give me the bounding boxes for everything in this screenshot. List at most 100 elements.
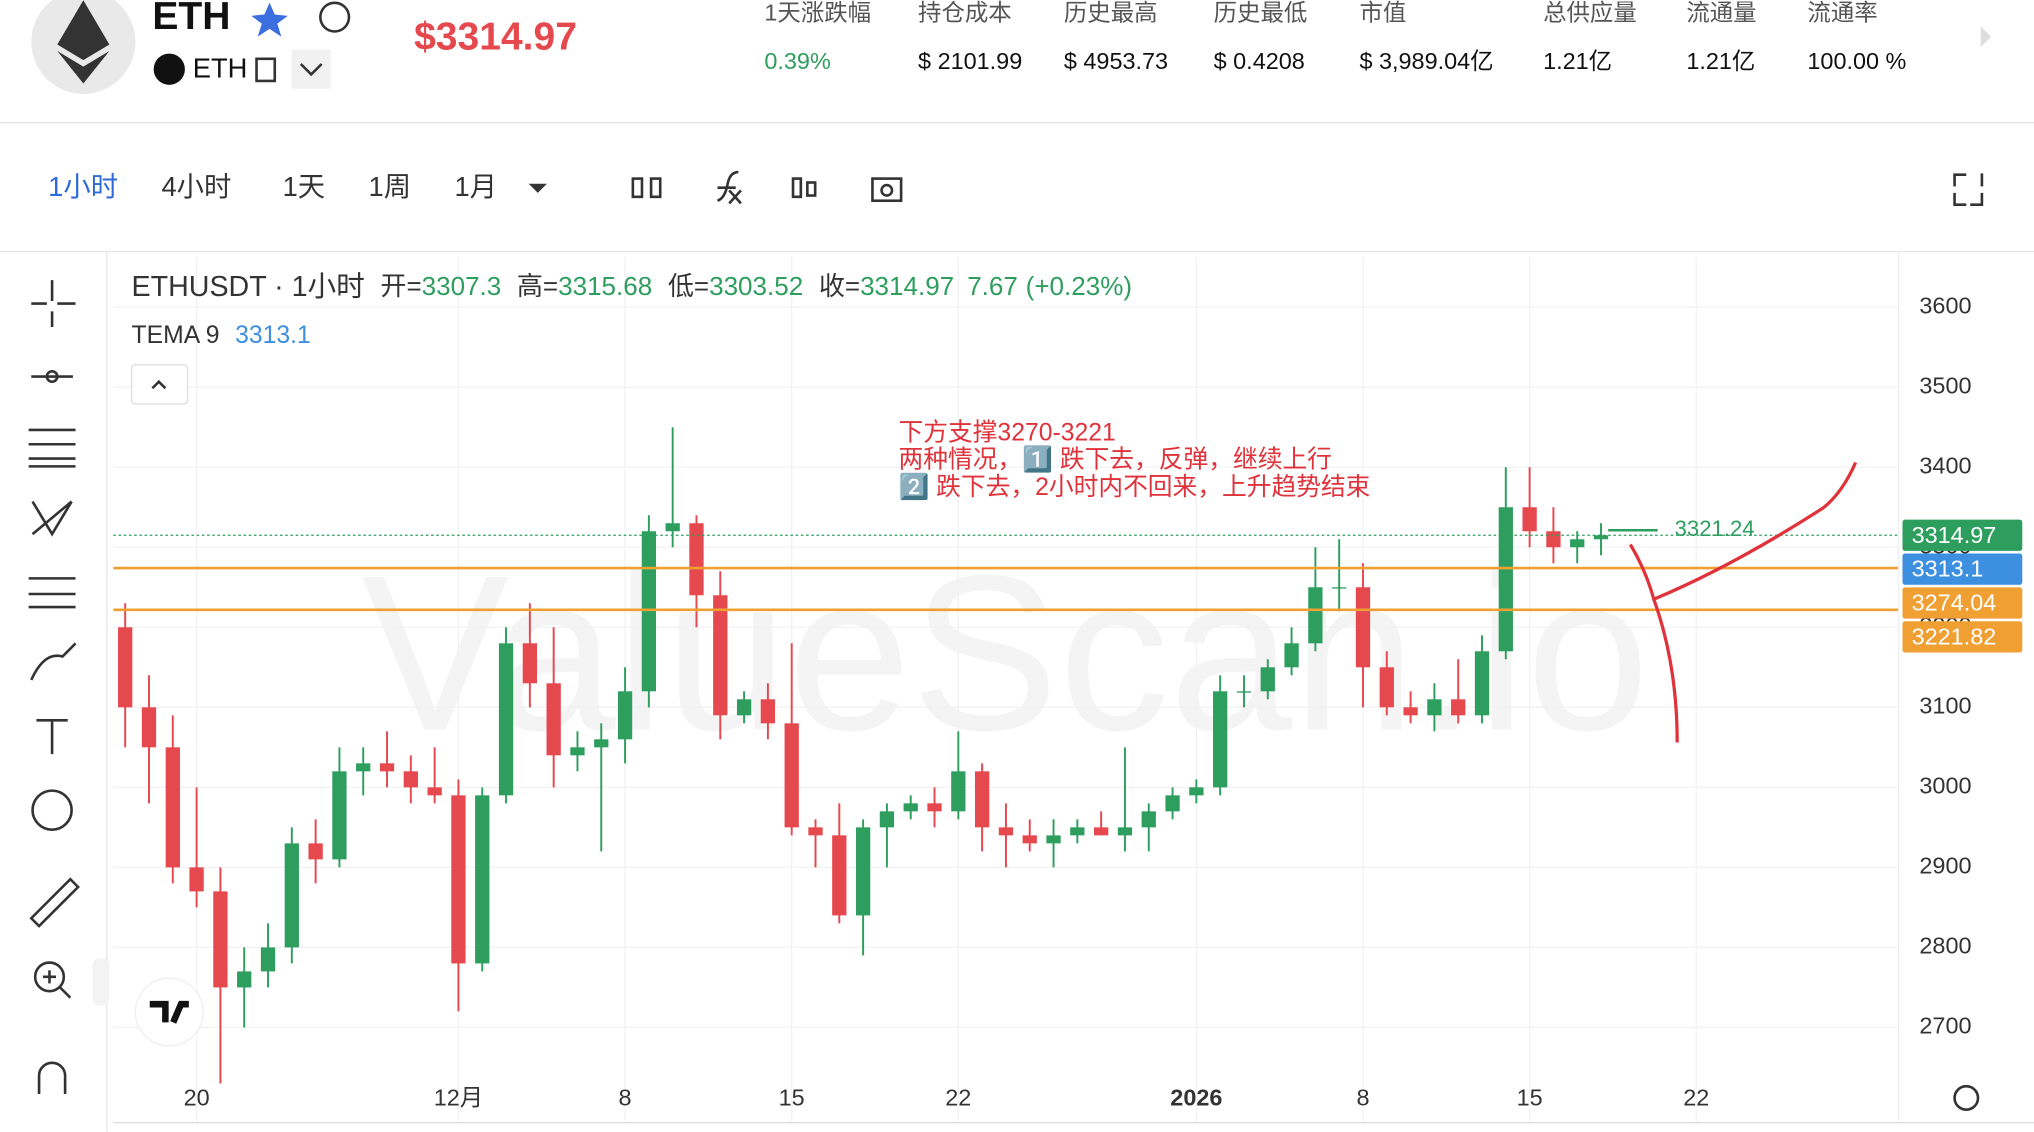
candle-body (951, 771, 966, 812)
candle-body (403, 771, 418, 788)
interval-button[interactable]: 1小时 (48, 171, 118, 202)
candle-body (118, 627, 133, 708)
x-tick-label: 8 (1356, 1084, 1369, 1110)
candle-body (570, 747, 585, 756)
watermark: ValueScan.io (361, 529, 1649, 776)
collapse-sidebar[interactable] (92, 958, 110, 1006)
candle-body (1427, 699, 1442, 716)
fib-tool[interactable] (28, 428, 76, 468)
stat-label: 流通量 (1686, 0, 1756, 26)
zoom-tool[interactable] (33, 961, 66, 993)
favorite-star[interactable] (251, 2, 288, 37)
emoji-tool[interactable] (31, 789, 73, 831)
x-tick-label: 12月 (434, 1084, 483, 1110)
legend-title: ETHUSDT · 1小时 (132, 271, 365, 303)
candle-body (379, 763, 395, 772)
candle-body (1546, 531, 1561, 548)
settings-icon[interactable] (1953, 1084, 1980, 1111)
y-tick-label: 3000 (1919, 773, 1971, 799)
ruler-tool[interactable] (29, 877, 80, 928)
candle-body (1284, 643, 1299, 668)
candle-body (332, 771, 347, 860)
candle-body (855, 827, 871, 916)
indicator-line: TEMA 9 3313.1 (132, 322, 311, 349)
interval-button[interactable]: 1周 (369, 171, 412, 202)
indicator-icon[interactable] (716, 170, 742, 205)
indicator-value: 3313.1 (235, 322, 311, 349)
candle-body (1403, 707, 1418, 716)
x-tick-label: 8 (619, 1084, 632, 1110)
text-tool[interactable] (36, 719, 68, 755)
dropdown[interactable] (291, 49, 331, 89)
price-label: 3274.04 (1912, 589, 1997, 615)
annotation: 两种情况，1️⃣ 跌下去，反弹，继续上行 (899, 445, 1332, 474)
stat-value: $ 2101.99 (918, 48, 1022, 74)
copy-icon[interactable] (255, 57, 277, 83)
stat-label: 历史最低 (1214, 0, 1308, 26)
pattern-tool[interactable] (31, 500, 73, 537)
candle-body (189, 867, 204, 892)
stat-value: $ 3,989.04亿 (1359, 48, 1493, 74)
candle-body (665, 523, 680, 532)
legend-field-value: 3315.68 (558, 271, 652, 301)
candle-body (594, 739, 609, 748)
x-tick-label: 20 (184, 1084, 210, 1110)
candle-body (1308, 587, 1323, 644)
legend-field-label: 低= (668, 271, 709, 301)
x-tick-label: 2026 (1170, 1084, 1222, 1110)
legend-field-label: 高= (517, 271, 558, 301)
candle-body (832, 835, 847, 916)
candle-body (1117, 827, 1133, 836)
collapse-legend[interactable] (130, 364, 189, 405)
candle-body (308, 843, 323, 860)
stat-label: 流通率 (1807, 0, 1877, 26)
scroll-right[interactable] (1980, 26, 1992, 48)
candle-body (1593, 535, 1609, 540)
candle-body (713, 595, 728, 716)
candle-body (260, 947, 276, 972)
candle-body (760, 699, 776, 724)
candle-body (141, 707, 157, 748)
ai-icon[interactable] (319, 1, 351, 33)
candle-body (237, 971, 252, 988)
snapshot-icon[interactable] (871, 177, 903, 203)
symbol: ETH (152, 0, 230, 38)
compare-icon[interactable] (791, 177, 817, 199)
forecast-tool[interactable] (28, 577, 76, 609)
crosshair-tool[interactable] (31, 280, 76, 328)
candle-body (998, 827, 1014, 836)
line-tool[interactable] (31, 370, 73, 383)
candle-body (617, 691, 633, 740)
candle-body (1165, 795, 1180, 812)
more-intervals[interactable] (528, 183, 547, 193)
stat-value: 1.21亿 (1543, 48, 1612, 74)
price-label: 3221.82 (1912, 623, 1997, 649)
candle-body (1355, 587, 1371, 668)
brush-tool[interactable] (30, 642, 77, 681)
interval-button[interactable]: 1天 (283, 171, 326, 202)
legend-field-value: 3314.97 (860, 271, 954, 301)
x-tick-label: 15 (779, 1084, 805, 1110)
hand-drawing (1628, 461, 1858, 743)
interval-button[interactable]: 4小时 (161, 171, 231, 202)
candle-body (1332, 587, 1347, 589)
candle-body (784, 723, 799, 828)
magnet-tool[interactable] (37, 1061, 67, 1095)
x-tick-label: 22 (1683, 1084, 1709, 1110)
candle-body (427, 787, 442, 796)
fullscreen-icon[interactable] (1953, 173, 1984, 206)
y-tick-label: 3600 (1919, 292, 1971, 318)
legend-field-value: 3307.3 (422, 271, 502, 301)
candle-body (927, 803, 942, 812)
candle-body (1570, 539, 1585, 548)
tv-logo[interactable] (134, 977, 204, 1047)
stat-label: 总供应量 (1543, 0, 1637, 26)
price-label-box (1902, 587, 2023, 619)
candle-body (165, 747, 180, 868)
tv-logo-mark (149, 1000, 189, 1024)
y-tick-label: 2900 (1919, 853, 1971, 879)
interval-button[interactable]: 1月 (454, 171, 497, 202)
chart-type-icon[interactable] (631, 177, 662, 199)
candle-body (1213, 691, 1228, 788)
candle-body (356, 763, 371, 772)
